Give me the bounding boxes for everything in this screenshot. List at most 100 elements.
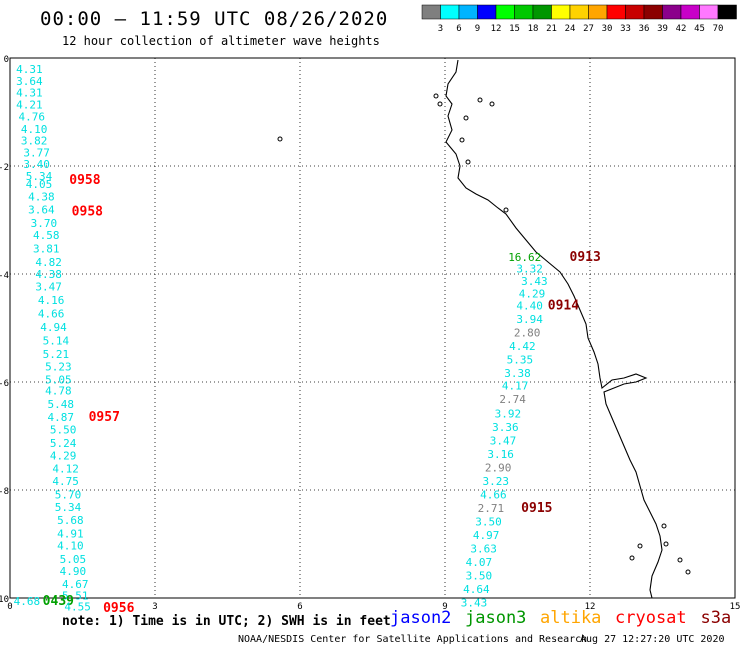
- y-tick-label: -4: [0, 271, 9, 281]
- wave-height-label: 4.66: [38, 308, 65, 321]
- wave-height-label: 5.05: [60, 553, 87, 566]
- wave-height-label: 4.29: [519, 288, 546, 301]
- island: [465, 159, 471, 165]
- wave-height-label: 3.64: [28, 203, 55, 216]
- colorbar-label: 12: [491, 24, 502, 34]
- wave-height-label: 5.34: [55, 501, 82, 514]
- wave-height-label: 2.74: [499, 393, 526, 406]
- map-title: 00:00 – 11:59 UTC 08/26/2020: [40, 8, 389, 30]
- wave-height-label: 4.94: [40, 321, 67, 334]
- wave-height-label: 2.71: [478, 502, 505, 515]
- wave-height-label: 4.29: [50, 450, 77, 463]
- x-tick-label: 12: [585, 602, 596, 612]
- wave-height-label: 2.90: [485, 461, 512, 474]
- colorbar-label: 15: [509, 24, 520, 34]
- x-tick-label: 15: [730, 602, 740, 612]
- wave-height-label: 4.42: [509, 340, 536, 353]
- island: [459, 137, 465, 143]
- wave-height-label: 4.90: [60, 565, 87, 578]
- pass-time-label: 0956: [103, 601, 134, 616]
- pass-time-label: 0914: [548, 298, 579, 313]
- satellite-label-jason3: jason3: [465, 608, 527, 628]
- wave-height-label: 4.97: [473, 529, 500, 542]
- colorbar-label: 42: [676, 24, 687, 34]
- wave-height-label: 5.50: [50, 424, 77, 437]
- x-tick-label: 9: [442, 602, 447, 612]
- island: [477, 97, 483, 103]
- wave-height-label: 4.82: [35, 256, 62, 269]
- island: [489, 101, 495, 107]
- wave-height-label: 4.12: [52, 462, 79, 475]
- colorbar-label: 45: [694, 24, 705, 34]
- x-tick-label: 3: [152, 602, 157, 612]
- island: [463, 115, 469, 121]
- wave-height-label: 4.07: [466, 556, 493, 569]
- wave-height-label: 5.05: [45, 373, 72, 386]
- wave-height-label: 4.10: [57, 540, 84, 553]
- pass-time-label: 0913: [570, 250, 601, 265]
- island: [437, 101, 443, 107]
- y-tick-label: -6: [0, 379, 9, 389]
- wave-height-label: 3.43: [521, 275, 548, 288]
- island: [663, 541, 669, 547]
- wave-height-label: 4.38: [35, 268, 62, 281]
- wave-height-label: 4.31: [16, 87, 43, 100]
- colorbar-swatch: [717, 4, 737, 20]
- colorbar-label: 18: [528, 24, 539, 34]
- wave-height-label: 5.48: [48, 398, 75, 411]
- colorbar-label: 36: [639, 24, 650, 34]
- wave-height-label: 16.62: [508, 251, 541, 264]
- wave-height-label: 4.17: [502, 379, 529, 392]
- wave-height-label: 5.35: [507, 353, 534, 366]
- wave-height-label: 4.76: [19, 110, 46, 123]
- wave-height-label: 3.50: [466, 569, 493, 582]
- pass-time-label: 0957: [89, 410, 120, 425]
- wave-height-label: 5.14: [43, 335, 70, 348]
- wave-height-label: 3.63: [470, 542, 497, 555]
- wave-height-label: 4.21: [16, 99, 43, 112]
- island: [677, 557, 683, 563]
- wave-height-label: 3.47: [490, 434, 517, 447]
- colorbar-label: 33: [620, 24, 631, 34]
- wave-height-label: 3.81: [33, 243, 60, 256]
- wave-height-label: 4.38: [28, 190, 55, 203]
- island: [503, 207, 509, 213]
- y-tick-label: -8: [0, 487, 9, 497]
- wave-height-label: 3.64: [16, 75, 43, 88]
- wave-height-label: 3.77: [23, 147, 50, 160]
- map-subtitle: 12 hour collection of altimeter wave hei…: [62, 34, 380, 48]
- wave-height-label: 4.55: [64, 601, 91, 614]
- wave-height-label: 3.43: [461, 596, 488, 609]
- wave-height-label: 3.47: [35, 281, 62, 294]
- wave-height-label: 5.21: [43, 348, 70, 361]
- pass-time-label: 0915: [521, 501, 552, 516]
- island: [637, 543, 643, 549]
- satellite-label-s3a: s3a: [700, 608, 732, 628]
- wave-height-label: 3.36: [492, 421, 519, 434]
- colorbar-label: 30: [602, 24, 613, 34]
- wave-height-label: 5.34: [26, 170, 53, 183]
- units-note: note: 1) Time is in UTC; 2) SWH is in fe…: [62, 614, 391, 629]
- wave-height-label: 3.40: [23, 158, 50, 171]
- wave-height-label: 4.66: [480, 488, 507, 501]
- island: [629, 555, 635, 561]
- x-tick-label: 6: [297, 602, 302, 612]
- wave-height-label: 4.75: [52, 475, 79, 488]
- wave-height-label: 3.32: [516, 263, 543, 276]
- wave-height-label: 3.92: [495, 407, 522, 420]
- y-tick-label: -2: [0, 163, 9, 173]
- colorbar-label: 9: [475, 24, 480, 34]
- wave-height-label: 4.78: [45, 385, 72, 398]
- wave-height-label: 3.50: [475, 515, 502, 528]
- wave-height-label: 3.23: [483, 475, 510, 488]
- pass-time-label: 0958: [69, 173, 100, 188]
- wave-height-label: 5.51: [62, 589, 89, 602]
- wave-height-label: 4.31: [16, 63, 43, 76]
- wave-height-label: 4.58: [33, 229, 60, 242]
- coastline: [445, 59, 663, 599]
- island: [661, 523, 667, 529]
- wave-height-label: 4.40: [516, 299, 543, 312]
- wave-height-label: 4.64: [463, 583, 490, 596]
- wave-height-label: 4.67: [62, 578, 89, 591]
